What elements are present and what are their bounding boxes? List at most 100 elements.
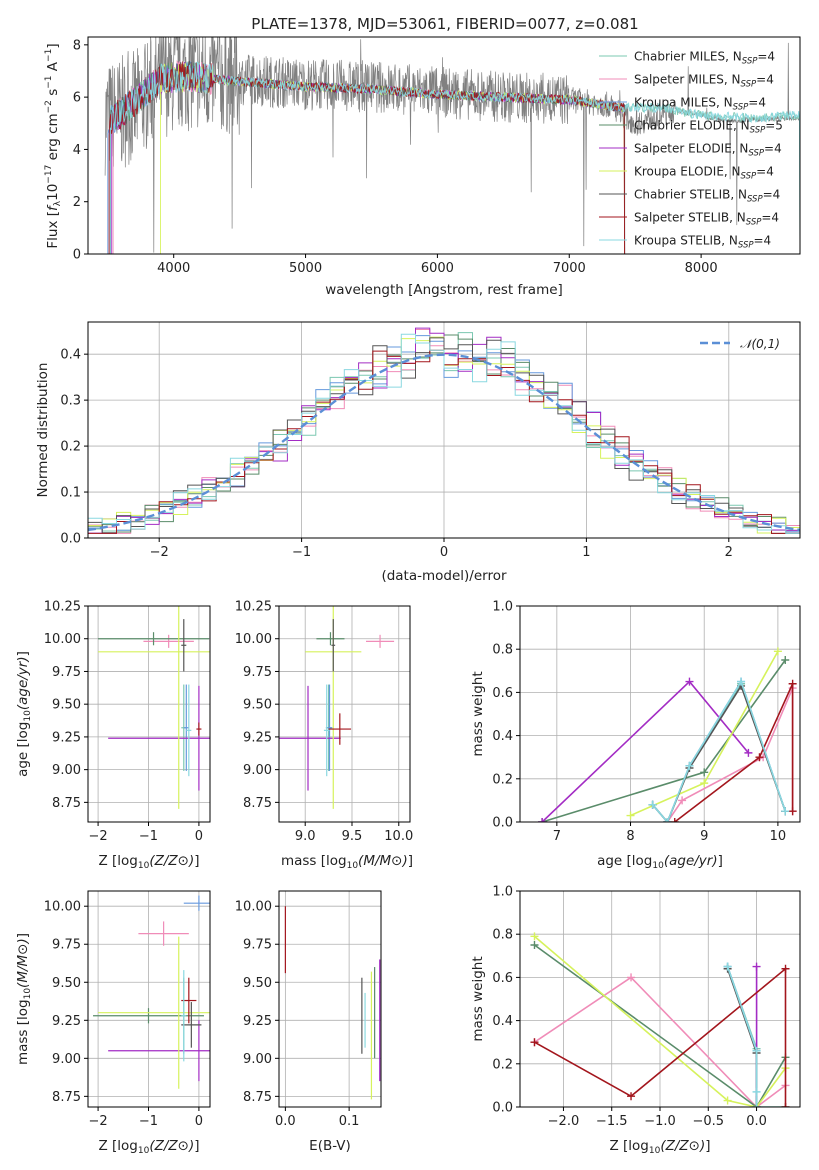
y-tick-label: 9.75 — [52, 938, 81, 953]
x-tick-label: 0 — [440, 545, 448, 560]
y-tick-label: 9.50 — [243, 976, 272, 991]
plot-area-mass-vs-ebv — [284, 906, 381, 1100]
weight-line-7 — [534, 967, 787, 1107]
weight-marker — [723, 962, 732, 971]
y-tick-label: 9.00 — [243, 763, 272, 778]
y-tick-label: 0.2 — [492, 1057, 513, 1072]
weight-vs-age-xlabel: age [log10(age/yr)] — [597, 853, 723, 871]
panel-mass-vs-ebv: 0.0 0.1 8.75 9.00 9.25 9.50 9.75 10.00 E(B-V) — [235, 890, 382, 1154]
y-tick-label: 10.00 — [44, 632, 81, 647]
weight-vs-age-ylabel: mass weight — [470, 671, 486, 756]
x-tick-label: −2 — [150, 545, 169, 560]
axes-frame — [278, 605, 411, 823]
weight-marker — [685, 677, 694, 686]
residuals-ylabel: Normed distribution — [35, 363, 51, 498]
x-tick-label: 5000 — [289, 261, 322, 276]
y-tick-label: 8.75 — [243, 1090, 272, 1105]
figure-title: PLATE=1378, MJD=53061, FIBERID=0077, z=0… — [251, 15, 638, 33]
x-tick-label: −0.5 — [692, 1114, 724, 1129]
legend-entry-7: Salpeter STELIB, NSSP=4 — [634, 211, 779, 228]
weight-marker — [670, 818, 679, 822]
mass-vs-Z-xlabel: Z [log10(Z/Z⊙)] — [98, 1138, 199, 1156]
y-tick-label: 9.25 — [52, 730, 81, 745]
weight-marker — [737, 677, 746, 686]
weight-line-1 — [666, 687, 794, 822]
weight-marker — [700, 779, 709, 788]
x-tick-label: 6000 — [421, 261, 454, 276]
weight-line-5 — [533, 935, 787, 1107]
y-tick-label: 0.0 — [492, 816, 513, 831]
x-tick-label: −1 — [292, 545, 311, 560]
legend-entry-4: Salpeter ELODIE, NSSP=4 — [634, 142, 782, 159]
x-tick-label: 0.0 — [275, 1114, 296, 1129]
y-tick-label: 0.8 — [492, 928, 513, 943]
y-tick-label: 8.75 — [52, 796, 81, 811]
y-tick-label: 10.00 — [235, 632, 272, 647]
weight-marker — [788, 807, 797, 816]
plot-area-age-vs-mass — [279, 606, 395, 809]
x-tick-label: 9.5 — [342, 829, 363, 844]
y-tick-label: 1.0 — [492, 600, 513, 615]
y-tick-label: 0.6 — [492, 971, 513, 986]
x-tick-label: −1.0 — [644, 1114, 676, 1129]
x-tick-label: 8 — [626, 829, 634, 844]
weight-line-8 — [726, 966, 758, 1107]
weight-marker — [752, 962, 761, 971]
y-tick-label: 0.0 — [60, 532, 81, 547]
plot-area-weight-vs-Z — [530, 932, 790, 1107]
panel-age-vs-Z: −2 −1 0 8.75 9.00 9.25 9.50 9.75 10.00 10.25 Z [lo… — [15, 600, 211, 871]
weight-marker — [755, 753, 764, 762]
x-tick-label: 1 — [582, 545, 590, 560]
y-tick-label: 9.75 — [243, 938, 272, 953]
x-tick-label: 0.0 — [746, 1114, 767, 1129]
x-tick-label: −2.0 — [548, 1114, 580, 1129]
y-tick-label: 9.50 — [52, 698, 81, 713]
y-tick-label: 0.4 — [492, 729, 513, 744]
weight-vs-Z-ylabel: mass weight — [470, 956, 486, 1041]
weight-marker — [781, 964, 790, 973]
x-tick-label: 10.0 — [384, 829, 413, 844]
weight-marker — [663, 818, 672, 822]
x-tick-label: 0 — [195, 829, 203, 844]
plot-area-age-vs-Z — [98, 606, 210, 809]
y-tick-label: 9.50 — [243, 698, 272, 713]
x-tick-label: −1 — [139, 829, 158, 844]
x-tick-label: −1.5 — [596, 1114, 628, 1129]
y-tick-label: 2 — [73, 195, 81, 210]
weight-marker — [648, 800, 657, 809]
x-tick-label: 7 — [553, 829, 561, 844]
legend-entry-5: Kroupa ELODIE, NSSP=4 — [634, 165, 774, 182]
spectrum-ylabel: Flux [fλ10−17 erg cm−2 s−1 A−1] — [44, 43, 63, 248]
weight-marker — [530, 932, 539, 941]
weight-marker — [781, 1103, 790, 1107]
y-tick-label: 10.00 — [44, 900, 81, 915]
y-tick-label: 0.4 — [492, 1014, 513, 1029]
weight-marker — [781, 807, 790, 816]
y-tick-label: 10.25 — [235, 600, 272, 615]
plot-area-residuals — [88, 327, 800, 534]
weight-marker — [700, 768, 709, 777]
weight-marker — [752, 1103, 761, 1107]
age-vs-mass-xlabel: mass [log10(M/M⊙)] — [281, 853, 413, 871]
normal-curve — [88, 353, 800, 532]
axes-frame — [87, 605, 211, 823]
weight-line-1 — [534, 976, 786, 1107]
weight-marker — [685, 761, 694, 770]
y-tick-label: 0.2 — [60, 440, 81, 455]
legend-entry-1: Salpeter MILES, NSSP=4 — [634, 73, 774, 90]
weight-line-3 — [541, 659, 786, 822]
panel-age-vs-mass: 9.0 9.5 10.0 8.75 9.00 9.25 9.50 9.75 10.00 10.25… — [235, 600, 413, 872]
x-tick-label: 7000 — [553, 261, 586, 276]
y-tick-label: 9.25 — [243, 1014, 272, 1029]
x-tick-label: −2 — [88, 1114, 107, 1129]
weight-marker — [788, 679, 797, 688]
weight-marker — [744, 748, 753, 757]
weight-marker — [752, 1046, 761, 1055]
weight-marker — [627, 973, 636, 982]
plot-area-mass-vs-Z — [93, 895, 210, 1089]
residuals-xlabel: (data-model)/error — [381, 568, 507, 584]
legend-entry-3: Chabrier ELODIE, NSSP=5 — [634, 119, 783, 136]
weight-marker — [626, 811, 635, 820]
axes-frame — [87, 890, 211, 1108]
y-tick-label: 9.00 — [243, 1052, 272, 1067]
